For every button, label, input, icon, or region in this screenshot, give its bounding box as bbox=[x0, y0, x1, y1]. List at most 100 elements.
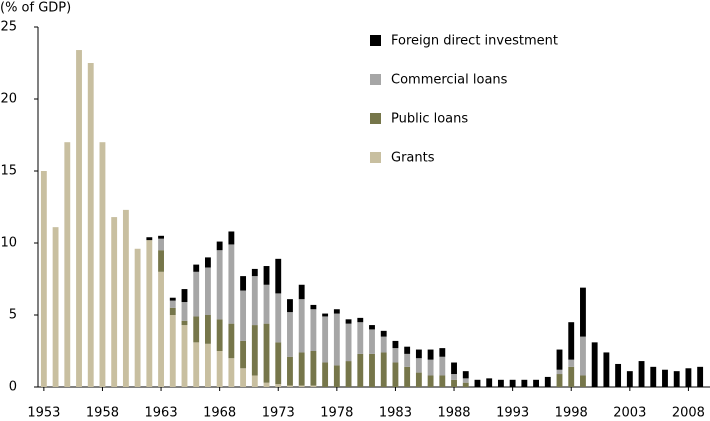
bar-segment bbox=[275, 384, 282, 387]
bar-segment bbox=[193, 316, 200, 343]
bar-segment bbox=[556, 374, 563, 387]
bar-segment bbox=[568, 366, 575, 387]
bar-segment bbox=[193, 264, 200, 272]
bar-segment bbox=[169, 297, 176, 301]
legend-swatch bbox=[370, 74, 381, 85]
bar-segment bbox=[228, 358, 235, 387]
bar-segment bbox=[580, 287, 586, 337]
bar-segment bbox=[169, 307, 176, 315]
x-tick-label: 1978 bbox=[320, 406, 353, 421]
bar-segment bbox=[205, 257, 211, 268]
bar-segment bbox=[322, 313, 329, 317]
bar-segment bbox=[87, 63, 94, 387]
bar-segment bbox=[345, 323, 352, 362]
bar-segment bbox=[298, 284, 305, 300]
bar-segment bbox=[439, 348, 446, 357]
bar-segment bbox=[451, 362, 457, 375]
x-tick-label: 1983 bbox=[379, 406, 412, 421]
bar-segment bbox=[369, 353, 375, 387]
bar-segment bbox=[228, 244, 235, 324]
bar-segment bbox=[380, 330, 387, 337]
bar-segment bbox=[52, 227, 59, 387]
bar-segment bbox=[427, 359, 434, 376]
x-tick-label: 1988 bbox=[437, 406, 470, 421]
x-tick-label: 1958 bbox=[86, 406, 119, 421]
bar-segment bbox=[298, 299, 305, 353]
bar-segment bbox=[415, 349, 422, 359]
bar-segment bbox=[111, 217, 118, 387]
bar-segment bbox=[298, 352, 305, 386]
bar-segment bbox=[310, 385, 317, 387]
bar-segment bbox=[533, 379, 539, 387]
bar-segment bbox=[615, 363, 622, 387]
bar-segment bbox=[333, 313, 340, 366]
bar-segment bbox=[310, 304, 317, 310]
bar-segment bbox=[451, 374, 457, 380]
bar-segment bbox=[497, 379, 504, 387]
bar-segment bbox=[638, 361, 645, 387]
bar-segment bbox=[580, 375, 586, 387]
bar-segment bbox=[404, 346, 411, 354]
bar-segment bbox=[251, 375, 258, 387]
bar-segment bbox=[345, 361, 352, 387]
bar-segment bbox=[146, 237, 153, 241]
bar-segment bbox=[228, 231, 235, 245]
bar-segment bbox=[169, 300, 176, 308]
x-tick-label: 1993 bbox=[496, 406, 529, 421]
bar-segment bbox=[568, 359, 575, 367]
legend-swatch bbox=[370, 152, 381, 163]
bar-segment bbox=[415, 372, 422, 387]
bar-segment bbox=[287, 385, 293, 387]
y-tick-label: 15 bbox=[0, 164, 17, 179]
bar-segment bbox=[404, 353, 411, 367]
bar-segment bbox=[181, 320, 188, 326]
bar-segment bbox=[556, 369, 563, 375]
bar-segment bbox=[76, 50, 82, 387]
bar-segment bbox=[251, 268, 258, 277]
bar-segment bbox=[415, 358, 422, 373]
x-tick-label: 1973 bbox=[262, 406, 295, 421]
bar-segment bbox=[216, 241, 223, 251]
bar-segment bbox=[626, 371, 633, 387]
bar-segment bbox=[193, 342, 200, 387]
bar-segment bbox=[251, 276, 258, 326]
bar-segment bbox=[521, 379, 528, 387]
bar-segment bbox=[462, 382, 469, 387]
bar-segment bbox=[544, 376, 551, 387]
bar-segment bbox=[216, 351, 223, 387]
bar-segment bbox=[287, 312, 293, 357]
bar-segment bbox=[322, 316, 329, 363]
bar-segment bbox=[158, 271, 164, 387]
bar-segment bbox=[263, 382, 270, 387]
bar-segment bbox=[369, 325, 375, 330]
bar-segment bbox=[451, 379, 457, 387]
bar-segment bbox=[251, 325, 258, 376]
bar-segment bbox=[380, 336, 387, 353]
bar-segment bbox=[509, 379, 516, 387]
bar-segment bbox=[427, 375, 434, 387]
bar-segment bbox=[134, 248, 141, 387]
bar-segment bbox=[228, 323, 235, 359]
x-tick-label: 1968 bbox=[203, 406, 236, 421]
bar-segment bbox=[474, 379, 481, 387]
bar-segment bbox=[357, 322, 364, 354]
bar-segment bbox=[662, 369, 668, 387]
bar-segment bbox=[357, 353, 364, 387]
bar-segment bbox=[263, 284, 270, 324]
bar-segment bbox=[380, 352, 387, 387]
bar-segment bbox=[158, 235, 164, 239]
bar-segment bbox=[240, 340, 247, 369]
bar-segment bbox=[462, 371, 469, 379]
x-tick-label: 2008 bbox=[672, 406, 705, 421]
legend-label: Foreign direct investment bbox=[391, 34, 558, 49]
bar-segment bbox=[240, 290, 247, 341]
legend-label: Commercial loans bbox=[391, 73, 508, 88]
bar-segment bbox=[580, 336, 586, 376]
bar-segment bbox=[158, 250, 164, 272]
y-axis-label: (% of GDP) bbox=[0, 1, 71, 16]
bar-segment bbox=[392, 340, 399, 349]
legend-label: Public loans bbox=[391, 112, 468, 127]
bar-segment bbox=[240, 368, 247, 387]
bar-segment bbox=[673, 371, 680, 387]
bar-segment bbox=[392, 362, 399, 387]
